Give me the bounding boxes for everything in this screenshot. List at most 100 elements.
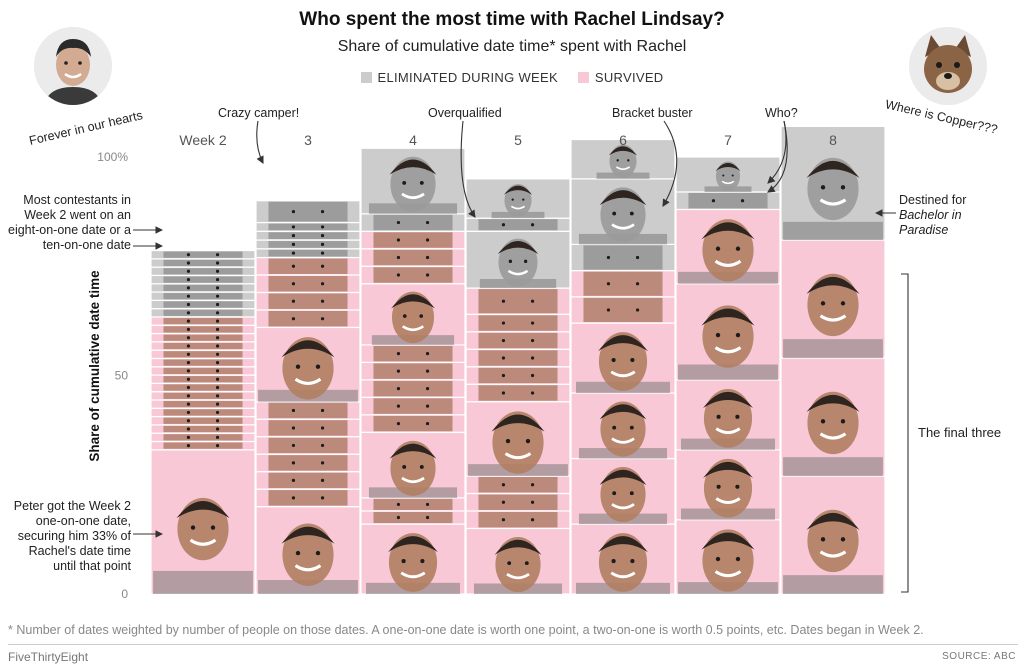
smile-shape <box>819 432 847 440</box>
bar-segment-eliminated <box>150 308 256 318</box>
smile-shape <box>400 571 426 579</box>
bar-segment-survived <box>255 488 361 508</box>
eye-shape <box>186 294 191 298</box>
shoulders-shape <box>783 221 883 241</box>
eye-shape <box>320 478 325 482</box>
eye-shape <box>635 308 640 312</box>
face-strip-shape <box>268 201 348 222</box>
face-shape <box>492 411 544 474</box>
bar-segment-survived <box>570 457 676 525</box>
bar-segment-survived <box>465 383 571 403</box>
hair-shape <box>176 501 230 519</box>
smile-shape <box>819 550 847 558</box>
eye-shape <box>715 332 721 338</box>
eye-shape <box>530 356 535 360</box>
eye-shape <box>186 253 191 257</box>
shoulders-shape <box>153 570 253 594</box>
bar-segment-survived <box>465 313 571 333</box>
face-strip-shape <box>478 367 558 384</box>
face-strip-shape <box>268 249 348 257</box>
bar-segment-survived <box>780 239 886 359</box>
eye-shape <box>215 444 220 448</box>
bar-segment-survived <box>360 414 466 433</box>
x-tick-label: 7 <box>724 132 732 148</box>
eye-shape <box>215 294 220 298</box>
eye-shape <box>630 559 635 564</box>
hair-shape <box>599 404 647 420</box>
eye-shape <box>419 181 424 185</box>
smile-shape <box>402 325 424 332</box>
eye-shape <box>501 518 506 522</box>
smile-shape <box>615 166 631 170</box>
bar-segment-survived <box>360 283 466 346</box>
bar-segment-eliminated <box>675 191 781 211</box>
eye-shape <box>501 321 506 325</box>
bar-segment-survived <box>465 287 571 315</box>
face-shape <box>598 533 648 592</box>
chart-subtitle: Share of cumulative date time* spent wit… <box>337 38 687 55</box>
annotation-destined: Destined for Bachelor in Paradise <box>899 193 1009 238</box>
eye-shape <box>186 286 191 290</box>
eye-shape <box>612 425 617 430</box>
face-strip-shape <box>373 498 453 510</box>
face-strip-shape <box>583 297 663 323</box>
eye-shape <box>735 556 741 562</box>
face-strip-shape <box>268 241 348 248</box>
face-strip-shape <box>373 249 453 266</box>
smile-shape <box>294 377 322 385</box>
eye-shape <box>396 369 401 373</box>
face-strip-shape <box>163 417 243 424</box>
eye-shape <box>291 264 296 268</box>
eye-shape <box>215 253 220 257</box>
smile-shape <box>714 259 742 267</box>
legend-swatch-survived <box>577 72 589 83</box>
eye-shape <box>711 199 716 203</box>
eye-shape <box>396 255 401 260</box>
eye-shape <box>291 443 296 448</box>
smile-shape <box>611 503 635 510</box>
eye-shape <box>186 302 191 307</box>
bar-segment-survived <box>255 471 361 490</box>
eye-shape <box>501 299 506 303</box>
footnote: * Number of dates weighted by number of … <box>8 623 924 637</box>
eye-shape <box>425 352 430 356</box>
bar-segment-survived <box>780 357 886 477</box>
bar-segment-survived <box>150 349 256 360</box>
eye-shape <box>396 273 401 277</box>
bar-segment-survived <box>360 510 466 525</box>
eye-shape <box>320 461 325 465</box>
hair-shape <box>598 536 648 553</box>
eye-shape <box>606 308 611 312</box>
face-strip-shape <box>268 402 348 419</box>
eye-shape <box>291 225 296 229</box>
shoulders-shape <box>783 457 883 477</box>
eye-shape <box>611 357 616 363</box>
bar-segment-survived <box>360 361 466 381</box>
eye-shape <box>215 286 220 290</box>
eye-shape <box>402 465 407 469</box>
hair-shape <box>388 536 438 553</box>
bar-segment-survived <box>465 348 571 368</box>
face-strip-shape <box>268 293 348 309</box>
face-shape <box>495 536 541 593</box>
eye-shape <box>186 336 191 340</box>
eye-shape <box>186 344 191 348</box>
bar-segment-survived <box>150 341 256 351</box>
face-strip-shape <box>268 223 348 231</box>
face-strip-shape <box>373 214 453 231</box>
eye-shape <box>291 282 296 286</box>
face-strip-shape <box>373 232 453 248</box>
eye-shape <box>820 537 826 542</box>
bar-segment-survived <box>150 415 256 426</box>
bar-segment-survived <box>150 316 256 326</box>
smile-shape <box>507 269 529 276</box>
eye-shape <box>396 502 401 507</box>
eye-shape <box>396 421 401 426</box>
annotation-arrow-bracket-buster <box>662 120 678 207</box>
bar-segment-eliminated <box>465 178 571 219</box>
eye-shape <box>186 394 191 398</box>
source: SOURCE: ABC <box>942 651 1016 662</box>
eye-shape <box>215 261 220 265</box>
footer-rule <box>8 644 1018 645</box>
